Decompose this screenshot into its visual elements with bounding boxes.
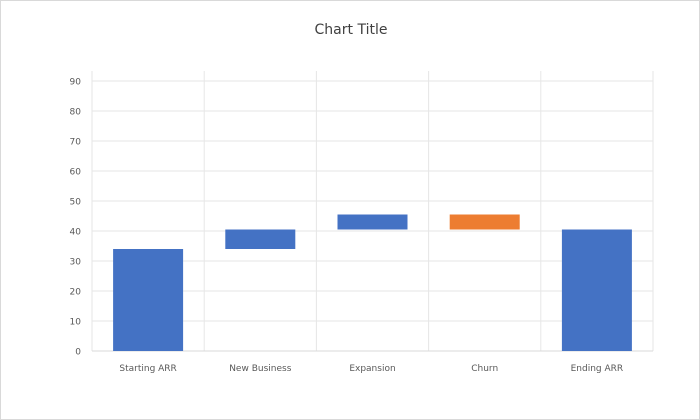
x-tick-label: Churn — [471, 364, 498, 374]
gridlines — [91, 71, 654, 352]
bar-expansion — [337, 214, 408, 230]
y-tick-label: 40 — [70, 228, 82, 238]
chart-title: Chart Title — [314, 22, 388, 38]
y-tick-label: 0 — [75, 348, 81, 358]
y-tick-label: 60 — [70, 168, 82, 178]
bar-new-business — [225, 229, 296, 249]
bar-churn — [449, 214, 520, 230]
x-tick-label: Starting ARR — [119, 364, 176, 374]
bar-ending-arr — [561, 229, 632, 351]
y-tick-label: 20 — [70, 288, 82, 298]
y-tick-label: 80 — [70, 108, 82, 118]
bars — [113, 214, 632, 351]
x-tick-label: New Business — [229, 364, 291, 374]
x-axis-ticks: Starting ARR New Business Expansion Churn En… — [119, 364, 623, 374]
x-tick-label: Ending ARR — [571, 364, 624, 374]
y-tick-label: 90 — [70, 78, 82, 88]
y-axis-ticks: 0 10 20 30 40 50 60 70 80 90 — [70, 78, 82, 358]
y-tick-label: 10 — [70, 318, 82, 328]
y-tick-label: 50 — [70, 198, 82, 208]
x-tick-label: Expansion — [349, 364, 395, 374]
y-tick-label: 30 — [70, 258, 82, 268]
bar-starting-arr — [113, 249, 184, 351]
y-tick-label: 70 — [70, 138, 82, 148]
